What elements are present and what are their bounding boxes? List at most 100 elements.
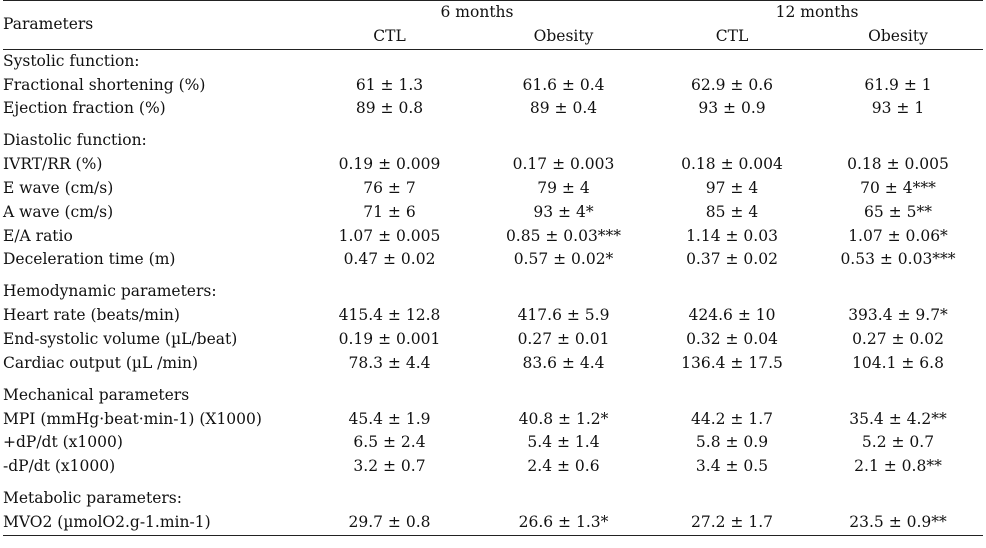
value-cell: 0.18 ± 0.005 [847,155,949,174]
row-label: +dP/dt (x1000) [3,433,123,452]
row-label: Deceleration time (m) [3,250,176,269]
data-table: Parameters 6 months 12 months CTL Obesit… [3,0,984,536]
value-cell: 5.4 ± 1.4 [527,433,600,452]
value-cell: 35.4 ± 4.2** [849,409,947,428]
value-cell: 415.4 ± 12.8 [338,306,441,325]
value-cell: 93 ± 1 [871,99,925,118]
value-cell: 45.4 ± 1.9 [348,409,431,428]
parameters-header: Parameters [3,0,303,50]
value-cell: 0.19 ± 0.001 [338,329,441,348]
value-cell: 61.9 ± 1 [864,75,932,94]
table-row: E wave (cm/s) 76 ± 7 79 ± 4 97 ± 4 70 ± 4*** [3,177,983,201]
row-label: Ejection fraction (%) [3,99,166,118]
section-spacer [3,121,983,129]
section-header-row: Mechanical parameters [3,384,983,408]
value-cell: 0.85 ± 0.03*** [505,226,622,245]
value-cell: 0.57 ± 0.02* [513,250,614,269]
spacer-cell [3,479,983,487]
table-row: Heart rate (beats/min) 415.4 ± 12.8 417.6 … [3,304,983,328]
column-header-obesity-6m: Obesity [476,24,651,50]
row-label: A wave (cm/s) [3,202,114,221]
row-label: MPI (mmHg·beat·min-1) (X1000) [3,409,262,428]
value-cell: 0.19 ± 0.009 [338,155,441,174]
value-cell: 76 ± 7 [363,178,416,197]
row-label: IVRT/RR (%) [3,155,103,174]
group-header-6-months: 6 months [303,0,651,25]
section-header-row: Metabolic parameters: [3,487,983,511]
value-cell: 3.2 ± 0.7 [353,457,426,476]
value-cell: 2.1 ± 0.8** [854,457,942,476]
section-spacer [3,376,983,384]
value-cell: 61 ± 1.3 [355,75,424,94]
section-title: Diastolic function: [3,131,147,150]
table-row: Deceleration time (m) 0.47 ± 0.02 0.57 ± 0… [3,248,983,272]
column-header-obesity-12m: Obesity [813,24,984,50]
value-cell: 78.3 ± 4.4 [348,353,431,372]
section-header-row: Diastolic function: [3,129,983,153]
group-header-12-months: 12 months [651,0,984,25]
section-spacer [3,272,983,280]
row-label: End-systolic volume (µL/beat) [3,329,238,348]
value-cell: 89 ± 0.8 [355,99,424,118]
section-header-row: Systolic function: [3,49,983,74]
value-cell: 1.14 ± 0.03 [686,226,778,245]
value-cell: 1.07 ± 0.005 [338,226,441,245]
table-row: Fractional shortening (%) 61 ± 1.3 61.6 ± … [3,74,983,98]
value-cell: 104.1 ± 6.8 [852,353,944,372]
table-body: Systolic function: Fractional shortening … [3,49,984,536]
value-cell: 83.6 ± 4.4 [522,353,605,372]
table-row: A wave (cm/s) 71 ± 6 93 ± 4* 85 ± 4 65 ± 5** [3,201,983,225]
value-cell: 5.2 ± 0.7 [861,433,935,452]
value-cell: 0.27 ± 0.02 [852,329,944,348]
value-cell: 0.53 ± 0.03*** [840,250,956,269]
spacer-cell [3,376,983,384]
value-cell: 62.9 ± 0.6 [690,75,773,94]
value-cell: 26.6 ± 1.3* [476,510,651,536]
row-label: Cardiac output (µL /min) [3,353,199,372]
column-header-ctl-12m: CTL [651,24,813,50]
value-cell: 44.2 ± 1.7 [690,409,773,428]
value-cell: 40.8 ± 1.2* [518,409,609,428]
table-row: MVO2 (µmolO2.g-1.min-1) 29.7 ± 0.8 26.6 ± … [3,510,984,536]
value-cell: 29.7 ± 0.8 [303,510,476,536]
section-title: Hemodynamic parameters: [3,282,217,301]
row-label: Fractional shortening (%) [3,75,206,94]
row-label: Heart rate (beats/min) [3,306,180,325]
value-cell: 0.32 ± 0.04 [686,329,778,348]
section-title: Metabolic parameters: [3,489,182,508]
value-cell: 27.2 ± 1.7 [651,510,813,536]
value-cell: 417.6 ± 5.9 [517,306,610,325]
value-cell: 3.4 ± 0.5 [695,457,769,476]
value-cell: 71 ± 6 [363,202,416,221]
row-label: E/A ratio [3,226,73,245]
value-cell: 136.4 ± 17.5 [681,353,783,372]
value-cell: 6.5 ± 2.4 [353,433,426,452]
value-cell: 0.47 ± 0.02 [343,250,436,269]
row-label: E wave (cm/s) [3,178,114,197]
section-header-row: Hemodynamic parameters: [3,280,983,304]
value-cell: 0.18 ± 0.004 [681,155,783,174]
value-cell: 0.37 ± 0.02 [686,250,778,269]
table-row: End-systolic volume (µL/beat) 0.19 ± 0.00… [3,328,983,352]
table-row: -dP/dt (x1000) 3.2 ± 0.7 2.4 ± 0.6 3.4 ± 0.… [3,455,983,479]
table-row: Cardiac output (µL /min) 78.3 ± 4.4 83.6 ±… [3,352,983,376]
section-spacer [3,479,983,487]
value-cell: 93 ± 0.9 [698,99,766,118]
table-row: IVRT/RR (%) 0.19 ± 0.009 0.17 ± 0.003 0.18 … [3,153,983,177]
value-cell: 79 ± 4 [537,178,590,197]
section-title: Mechanical parameters [3,385,190,404]
value-cell: 393.4 ± 9.7* [848,306,948,325]
table-row: Ejection fraction (%) 89 ± 0.8 89 ± 0.4 93 … [3,97,983,121]
value-cell: 0.27 ± 0.01 [517,329,610,348]
value-cell: 65 ± 5** [864,202,932,221]
spacer-cell [3,272,983,280]
spacer-cell [3,121,983,129]
value-cell: 70 ± 4*** [860,178,936,197]
table-header: Parameters 6 months 12 months CTL Obesit… [3,0,984,50]
value-cell: 5.8 ± 0.9 [695,433,769,452]
table-row: +dP/dt (x1000) 6.5 ± 2.4 5.4 ± 1.4 5.8 ± 0.… [3,431,983,455]
column-header-ctl-6m: CTL [303,24,476,50]
table-row: E/A ratio 1.07 ± 0.005 0.85 ± 0.03*** 1.14 … [3,225,983,249]
value-cell: 2.4 ± 0.6 [527,457,600,476]
